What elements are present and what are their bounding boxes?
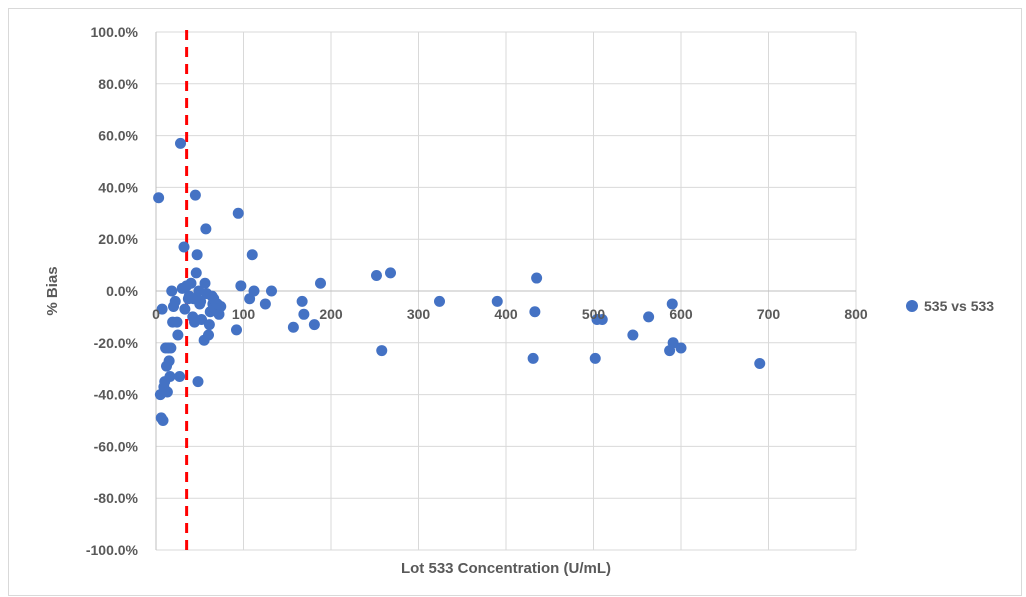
y-tick-label: -80.0% [94,490,139,506]
data-point [172,329,184,341]
y-tick-label: 20.0% [98,231,138,247]
data-point [315,277,326,289]
data-point [371,269,382,281]
data-point [195,295,207,307]
x-axis-title: Lot 533 Concentration (U/mL) [401,560,611,577]
data-point [627,329,639,341]
y-tick-label: 0.0% [106,283,138,299]
data-point [231,324,242,336]
y-tick-label: 40.0% [98,179,138,195]
data-point [153,192,165,204]
data-point [178,241,190,253]
x-tick-label: 600 [669,306,693,322]
data-point [161,386,173,398]
y-tick-label: -20.0% [94,335,139,351]
data-point [192,376,204,388]
data-point [156,303,168,315]
data-point [246,249,258,261]
data-point [529,306,541,318]
x-tick-label: 300 [407,306,431,322]
data-point [163,355,175,367]
data-point [434,295,445,307]
data-point [196,313,207,325]
data-point [232,207,244,219]
data-point [165,342,177,354]
data-point [203,319,215,331]
x-tick-label: 200 [319,306,343,322]
data-point [166,285,178,297]
data-point [376,345,388,357]
data-point [164,370,176,382]
y-axis-title: % Bias [44,266,61,315]
data-point [190,267,202,279]
data-point [259,298,271,310]
data-point [199,277,211,289]
data-point [531,272,543,284]
data-point [287,321,299,333]
data-point [308,319,320,331]
x-tick-label: 100 [232,306,256,322]
data-point [527,352,539,364]
data-point [643,311,655,323]
data-point [191,249,203,261]
data-point [175,137,186,149]
data-point [157,415,169,426]
data-point [174,370,186,382]
x-tick-label: 700 [757,306,781,322]
x-tick-label: 500 [582,306,606,322]
legend-label: 535 vs 533 [924,298,994,314]
data-points [153,137,766,426]
data-point [169,295,181,307]
x-tick-label: 0 [152,306,160,322]
data-point [754,358,766,370]
data-point [666,298,678,310]
y-tick-label: -100.0% [86,542,139,558]
y-tick-label: 80.0% [98,76,138,92]
data-point [203,329,214,341]
data-point [675,342,687,354]
data-point [235,280,247,292]
data-point [189,189,201,201]
data-point [215,301,227,313]
y-tick-label: 60.0% [98,128,138,144]
data-point [179,303,191,315]
legend: 535 vs 533 [906,298,994,314]
data-point [185,277,197,289]
bias-scatter-chart: 100.0% 80.0% 60.0% 40.0% 20.0% 0.0% -20.0% -40.… [44,24,994,577]
data-point [385,267,396,279]
y-tick-label: -60.0% [94,438,139,454]
y-tick-label: 100.0% [91,24,139,40]
tick-labels: 100.0% 80.0% 60.0% 40.0% 20.0% 0.0% -20.0% -40.… [86,24,868,558]
legend-marker [906,300,918,312]
data-point [596,313,608,325]
data-point [171,316,183,328]
data-point [266,285,277,297]
data-point [589,352,601,364]
data-point [200,223,212,235]
data-point [667,337,679,349]
data-point [491,295,503,307]
data-point [248,285,260,297]
y-tick-label: -40.0% [94,387,139,403]
data-point [296,295,308,307]
chart-frame: 100.0% 80.0% 60.0% 40.0% 20.0% 0.0% -20.0% -40.… [8,8,1022,596]
x-tick-label: 800 [844,306,868,322]
data-point [298,308,310,320]
x-tick-label: 400 [494,306,518,322]
